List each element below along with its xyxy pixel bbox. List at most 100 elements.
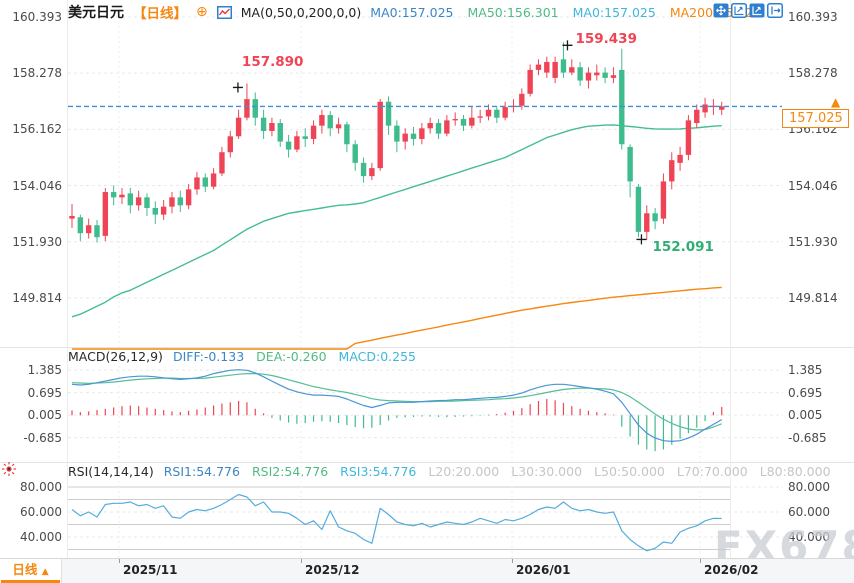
extreme-marker-icon xyxy=(636,234,647,245)
tab-active-underline xyxy=(1,580,60,583)
candle-body xyxy=(544,61,550,73)
candle-body xyxy=(344,124,350,145)
price-axis-label: 158.278 xyxy=(788,66,838,81)
candle-body xyxy=(627,146,633,182)
price-up-arrow-icon: ▲ xyxy=(831,95,841,110)
candle-body xyxy=(302,136,308,139)
candle-body xyxy=(244,99,250,118)
rsi-axis-label: 60.000 xyxy=(788,505,830,519)
rsi-axis-label: 40.000 xyxy=(788,530,830,544)
candle-body xyxy=(585,72,592,81)
ma-legend: MA0:157.025MA50:156.301MA0:157.025MA200:… xyxy=(370,5,761,20)
pan-scale-icon[interactable] xyxy=(749,3,765,18)
price-axis-label: 158.278 xyxy=(12,66,62,81)
macd-axis-label: 0.695 xyxy=(27,385,62,400)
candle-body xyxy=(719,106,725,110)
month-label: 2025/12 xyxy=(305,563,360,577)
tab-daily[interactable]: 日线 ▲ xyxy=(0,558,62,583)
candle-body xyxy=(202,177,208,187)
macd-legend: DIFF:-0.133 DEA:-0.260 MACD:0.255 xyxy=(173,349,416,364)
add-indicator-button[interactable]: ⊕ xyxy=(196,4,208,20)
candle-body xyxy=(327,115,333,129)
period-tag: 【日线】 xyxy=(133,6,187,22)
candle-body xyxy=(385,101,392,126)
macd-panel-header: MACD(26,12,9) DIFF:-0.133 DEA:-0.260 MACD:… xyxy=(68,349,416,364)
candle-body xyxy=(710,105,717,108)
month-label: 2026/02 xyxy=(704,563,759,577)
candle-body xyxy=(152,207,158,215)
macd-legend-item: DIFF:-0.133 xyxy=(172,349,245,364)
candle-body xyxy=(685,120,692,155)
rsi-legend-item: L20:20.000 xyxy=(428,464,500,479)
bottom-bar: 2025/11 2025/12 2026/01 2026/02 日线 ▲ xyxy=(0,558,854,583)
candle-body xyxy=(602,72,608,78)
symbol-title: 美元日元 xyxy=(68,5,124,21)
macd-diff-line xyxy=(71,369,723,442)
candle-body xyxy=(235,117,242,137)
candle-body xyxy=(210,173,217,187)
candle-body xyxy=(460,119,467,126)
candle-body xyxy=(410,133,417,139)
candle-body xyxy=(227,136,233,153)
candle-body xyxy=(577,67,583,81)
ma-chart-icon xyxy=(216,5,232,19)
candle-body xyxy=(610,75,617,78)
candle-body xyxy=(102,192,109,236)
rsi-legend-item: RSI2:54.776 xyxy=(251,464,329,479)
price-axis-label: 154.046 xyxy=(788,178,838,193)
month-tick xyxy=(301,559,302,563)
macd-axis-label: 0.695 xyxy=(788,385,823,400)
candle-body xyxy=(477,116,483,118)
move-tool-icon[interactable] xyxy=(713,3,729,18)
month-tick xyxy=(700,559,701,563)
candle-body xyxy=(69,215,75,219)
candle-body xyxy=(552,61,558,78)
candle-body xyxy=(660,181,667,219)
rsi-line xyxy=(71,493,722,552)
candle-body xyxy=(694,109,700,124)
rsi-axis-label: 60.000 xyxy=(20,505,62,519)
candle-body xyxy=(619,69,625,145)
extreme-marker-icon xyxy=(562,40,573,51)
extreme-marker-icon xyxy=(232,82,243,93)
rsi-legend-item: RSI1:54.776 xyxy=(163,464,240,479)
ma200-line xyxy=(72,286,722,350)
indicator-settings-icon[interactable] xyxy=(1,461,17,477)
candle-body xyxy=(260,117,267,131)
chart-header: 美元日元 【日线】 ⊕ MA(0,50,0,200,0,0) MA0:157.0… xyxy=(68,2,761,22)
candle-body xyxy=(535,64,542,70)
macd-axis-label: -0.685 xyxy=(788,430,827,445)
candle-body xyxy=(285,141,292,150)
rsi-legend-item: L70:70.000 xyxy=(676,464,748,479)
candle-body xyxy=(310,125,317,139)
candle-body xyxy=(635,186,642,232)
tab-arrow-icon: ▲ xyxy=(41,567,49,577)
swing-high-label: 157.890 xyxy=(241,54,304,71)
current-price-badge: 157.025 xyxy=(782,109,849,129)
rsi-panel-header: RSI(14,14,14) RSI1:54.776 RSI2:54.776 RSI3… xyxy=(68,464,831,479)
candle-body xyxy=(160,206,167,215)
month-tick xyxy=(512,559,513,563)
auto-scale-icon[interactable] xyxy=(731,3,747,18)
candle-body xyxy=(377,101,383,169)
candle-body xyxy=(494,109,500,118)
candle-body xyxy=(194,177,200,190)
candle-body xyxy=(219,152,225,174)
rsi-legend-item: RSI3:54.776 xyxy=(340,464,417,479)
month-label: 2026/01 xyxy=(516,563,571,577)
exit-chart-icon[interactable] xyxy=(767,3,783,18)
candle-body xyxy=(527,69,533,94)
candle-body xyxy=(419,128,425,139)
macd-axis-label: 1.385 xyxy=(788,363,823,378)
rsi-legend-item: L30:30.000 xyxy=(511,464,583,479)
swing-low-label: 152.091 xyxy=(652,239,714,256)
macd-axis-label: -0.685 xyxy=(23,430,62,445)
candle-body xyxy=(319,115,325,126)
price-axis-label: 149.814 xyxy=(788,290,838,305)
ma50-line xyxy=(71,124,722,318)
ma-legend-item: MA0:157.025 xyxy=(572,4,656,20)
chart-toolbar xyxy=(713,3,783,18)
candle-body xyxy=(177,197,183,206)
candle-body xyxy=(169,197,175,207)
